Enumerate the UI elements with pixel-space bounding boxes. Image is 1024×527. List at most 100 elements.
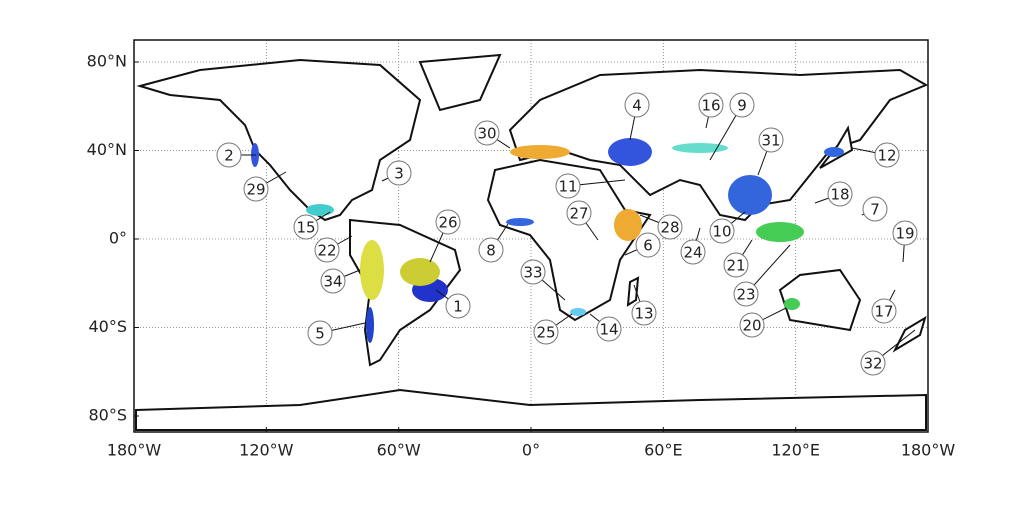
hotspot-label: 2: [216, 142, 256, 168]
label-circle: [533, 319, 559, 345]
hotspot: [366, 307, 374, 343]
hotspot-label: 24: [680, 227, 706, 265]
hotspot-label: 33: [520, 259, 566, 301]
hotspot: [672, 143, 728, 153]
label-circle: [874, 142, 900, 168]
x-tick-label: 180°W: [107, 441, 162, 460]
label-circle: [307, 320, 333, 346]
label-number: 26: [438, 214, 457, 232]
label-number: 1: [453, 298, 463, 316]
hotspot-label: 29: [243, 171, 287, 202]
label-number: 22: [317, 242, 336, 260]
label-number: 23: [736, 286, 755, 304]
hotspot: [510, 145, 570, 159]
hotspot-label: 15: [293, 211, 331, 240]
label-number: 18: [830, 186, 849, 204]
hotspot-label: 19: [892, 220, 918, 263]
label-number: 9: [737, 97, 747, 115]
hotspot-label: 31: [757, 127, 784, 176]
hotspot-label: 17: [871, 289, 897, 324]
north-america: [136, 58, 422, 222]
hotspot-label: 12: [851, 142, 900, 168]
y-tick-label: 0°: [109, 229, 127, 248]
y-tick-label: 40°S: [88, 317, 127, 336]
label-circle: [698, 92, 724, 118]
label-circle: [435, 209, 461, 235]
label-number: 24: [683, 244, 702, 262]
frame: [133, 39, 929, 433]
label-number: 11: [558, 178, 577, 196]
label-number: 7: [870, 201, 880, 219]
label-number: 33: [523, 264, 542, 282]
hotspot: [756, 222, 804, 242]
label-number: 20: [742, 317, 761, 335]
label-number: 8: [486, 242, 496, 260]
label-circle: [860, 350, 886, 376]
x-tick-label: 120°W: [239, 441, 294, 460]
label-number: 6: [643, 237, 653, 255]
hotspot: [570, 308, 586, 316]
label-number: 13: [634, 305, 653, 323]
y-tick-label: 80°S: [88, 406, 127, 425]
x-tick-label: 60°W: [377, 441, 421, 460]
hotspot-label: 14: [589, 313, 622, 342]
madagascar: [626, 276, 640, 307]
australia: [778, 268, 862, 332]
label-number: 28: [660, 219, 679, 237]
hotspot-label: 6: [624, 232, 661, 258]
hotspot-label: 30: [474, 120, 511, 149]
label-circle: [320, 268, 346, 294]
label-number: 30: [477, 125, 496, 143]
label-number: 14: [599, 321, 618, 339]
hotspot-label: 21: [723, 239, 753, 278]
label-circle: [758, 127, 784, 153]
label-circle: [892, 220, 918, 246]
label-circle: [566, 200, 592, 226]
label-circle: [445, 293, 471, 319]
label-number: 3: [394, 165, 404, 183]
hotspot: [360, 240, 384, 300]
hotspot-label: 25: [533, 313, 573, 345]
x-tick-label: 60°E: [644, 441, 682, 460]
labels: 1234567891011121314151617181920212223242…: [216, 92, 918, 376]
label-number: 27: [569, 205, 588, 223]
label-number: 19: [895, 225, 914, 243]
label-circle: [635, 232, 661, 258]
label-circle: [243, 176, 269, 202]
label-circle: [314, 237, 340, 263]
hotspot-label: 8: [478, 223, 509, 263]
hotspot: [506, 218, 534, 226]
x-tick-label: 120°E: [771, 441, 820, 460]
label-number: 32: [863, 355, 882, 373]
hotspot-label: 32: [860, 329, 916, 376]
hotspot-label: 11: [555, 173, 626, 199]
label-circle: [657, 214, 683, 240]
label-circle: [555, 173, 581, 199]
label-circle: [386, 160, 412, 186]
x-tick-label: 0°: [522, 441, 540, 460]
hotspot-label: 10: [709, 211, 746, 244]
hotspot: [608, 138, 652, 166]
greenland: [418, 53, 502, 112]
label-number: 15: [296, 219, 315, 237]
label-circle: [520, 259, 546, 285]
label-circle: [733, 281, 759, 307]
hotspot-label: 22: [314, 235, 353, 263]
label-circle: [474, 120, 500, 146]
hotspot: [728, 175, 772, 215]
label-number: 25: [536, 324, 555, 342]
label-number: 17: [874, 303, 893, 321]
hotspot-label: 3: [381, 160, 412, 186]
label-circle: [478, 237, 504, 263]
label-circle: [723, 252, 749, 278]
hotspot-label: 16: [698, 92, 724, 129]
hotspot: [784, 298, 800, 310]
hotspot-label: 28: [639, 214, 683, 240]
hotspot-label: 34: [320, 268, 361, 294]
hotspot-label: 27: [566, 200, 599, 241]
label-number: 5: [315, 325, 325, 343]
y-tick-label: 40°N: [87, 140, 127, 159]
label-number: 10: [712, 223, 731, 241]
hotspot-label: 7: [861, 196, 888, 222]
